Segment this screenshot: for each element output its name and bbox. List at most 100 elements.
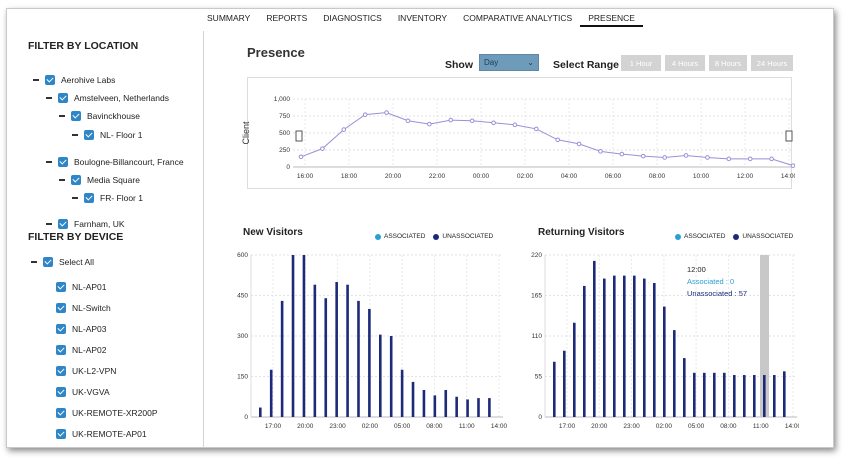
bar[interactable] [593, 260, 596, 417]
bar[interactable] [444, 390, 448, 417]
collapse-dash-icon[interactable] [59, 179, 65, 181]
bar[interactable] [466, 399, 469, 417]
checkbox-icon[interactable] [71, 111, 81, 121]
bar[interactable] [269, 369, 273, 417]
bar[interactable] [280, 300, 284, 417]
bar[interactable] [713, 372, 716, 417]
bar[interactable] [324, 298, 328, 417]
checkbox-icon[interactable] [56, 387, 66, 397]
bar[interactable] [302, 255, 306, 417]
tab-presence[interactable]: PRESENCE [580, 9, 643, 27]
bar[interactable] [723, 372, 726, 417]
range-button-24-hours[interactable]: 24 Hours [751, 55, 793, 71]
bar[interactable] [313, 284, 317, 417]
collapse-dash-icon[interactable] [72, 134, 78, 136]
device-item[interactable]: UK-VGVA [56, 385, 110, 399]
bar[interactable] [673, 330, 676, 417]
bar[interactable] [633, 275, 636, 417]
tab-comparative-analytics[interactable]: COMPARATIVE ANALYTICS [463, 13, 573, 23]
bar[interactable] [763, 375, 766, 417]
collapse-dash-icon[interactable] [46, 223, 52, 225]
collapse-dash-icon[interactable] [59, 115, 65, 117]
bar[interactable] [335, 282, 338, 417]
checkbox-icon[interactable] [58, 93, 68, 103]
bar[interactable] [623, 275, 626, 417]
bar[interactable] [603, 278, 606, 417]
collapse-dash-icon[interactable] [31, 261, 37, 263]
location-item[interactable]: NL- Floor 1 [72, 128, 143, 142]
select-all-checkbox[interactable]: Select All [31, 255, 94, 269]
tab-reports[interactable]: REPORTS [266, 13, 308, 23]
range-handle-left-icon[interactable] [295, 130, 303, 142]
bar[interactable] [783, 371, 786, 417]
tab-summary[interactable]: SUMMARY [207, 13, 251, 23]
location-item[interactable]: Amstelveen, Netherlands [46, 91, 169, 105]
collapse-dash-icon[interactable] [46, 97, 52, 99]
bar[interactable] [400, 369, 404, 417]
bar[interactable] [573, 322, 576, 417]
device-item[interactable]: UK-L2-VPN [56, 364, 116, 378]
range-button-1-hour[interactable]: 1 Hour [621, 55, 661, 71]
bar[interactable] [613, 275, 616, 417]
bar[interactable] [693, 372, 696, 417]
location-item[interactable]: Bavinckhouse [59, 109, 140, 123]
bar[interactable] [455, 396, 458, 417]
range-button-4-hours[interactable]: 4 Hours [665, 55, 705, 71]
bar[interactable] [477, 398, 480, 417]
bar[interactable] [563, 350, 566, 417]
bar[interactable] [488, 398, 491, 417]
checkbox-icon[interactable] [84, 193, 94, 203]
show-select[interactable]: Day ⌄ [479, 54, 539, 71]
bar[interactable] [703, 372, 706, 417]
checkbox-icon[interactable] [58, 219, 68, 229]
bar[interactable] [291, 255, 295, 417]
device-item[interactable]: NL-Switch [56, 301, 111, 315]
bar[interactable] [422, 390, 426, 417]
location-item[interactable]: Farnham, UK [46, 217, 125, 231]
checkbox-icon[interactable] [71, 175, 81, 185]
bar[interactable] [368, 309, 371, 417]
bar[interactable] [346, 284, 349, 417]
checkbox-icon[interactable] [43, 257, 53, 267]
bar[interactable] [733, 375, 736, 417]
collapse-dash-icon[interactable] [46, 161, 52, 163]
checkbox-icon[interactable] [56, 408, 66, 418]
bar[interactable] [389, 336, 393, 417]
bar[interactable] [553, 361, 556, 417]
collapse-dash-icon[interactable] [33, 79, 39, 81]
bar[interactable] [743, 375, 746, 417]
location-item[interactable]: Boulogne-Billancourt, France [46, 155, 184, 169]
device-item[interactable]: UK-REMOTE-XR200P [56, 406, 158, 420]
checkbox-icon[interactable] [56, 429, 66, 439]
checkbox-icon[interactable] [58, 157, 68, 167]
range-handle-right-icon[interactable] [785, 130, 793, 142]
bar[interactable] [753, 375, 756, 417]
checkbox-icon[interactable] [56, 324, 66, 334]
bar[interactable] [583, 285, 586, 417]
device-item[interactable]: UK-REMOTE-AP01 [56, 427, 147, 441]
checkbox-icon[interactable] [56, 282, 66, 292]
bar[interactable] [357, 300, 360, 417]
device-item[interactable]: NL-AP02 [56, 343, 107, 357]
location-item[interactable]: Aerohive Labs [33, 73, 115, 87]
bar[interactable] [663, 306, 666, 417]
tab-diagnostics[interactable]: DIAGNOSTICS [323, 13, 382, 23]
bar[interactable] [773, 375, 776, 417]
checkbox-icon[interactable] [56, 303, 66, 313]
bar[interactable] [411, 381, 415, 417]
checkbox-icon[interactable] [45, 75, 55, 85]
bar[interactable] [379, 334, 382, 417]
checkbox-icon[interactable] [84, 130, 94, 140]
checkbox-icon[interactable] [56, 345, 66, 355]
collapse-dash-icon[interactable] [72, 197, 78, 199]
bar[interactable] [683, 358, 686, 417]
location-item[interactable]: Media Square [59, 173, 140, 187]
range-button-8-hours[interactable]: 8 Hours [709, 55, 747, 71]
bar[interactable] [433, 395, 437, 417]
bar[interactable] [259, 407, 262, 417]
tab-inventory[interactable]: INVENTORY [397, 13, 448, 23]
device-item[interactable]: NL-AP01 [56, 280, 107, 294]
device-item[interactable]: NL-AP03 [56, 322, 107, 336]
bar[interactable] [653, 282, 656, 417]
bar[interactable] [643, 278, 646, 417]
